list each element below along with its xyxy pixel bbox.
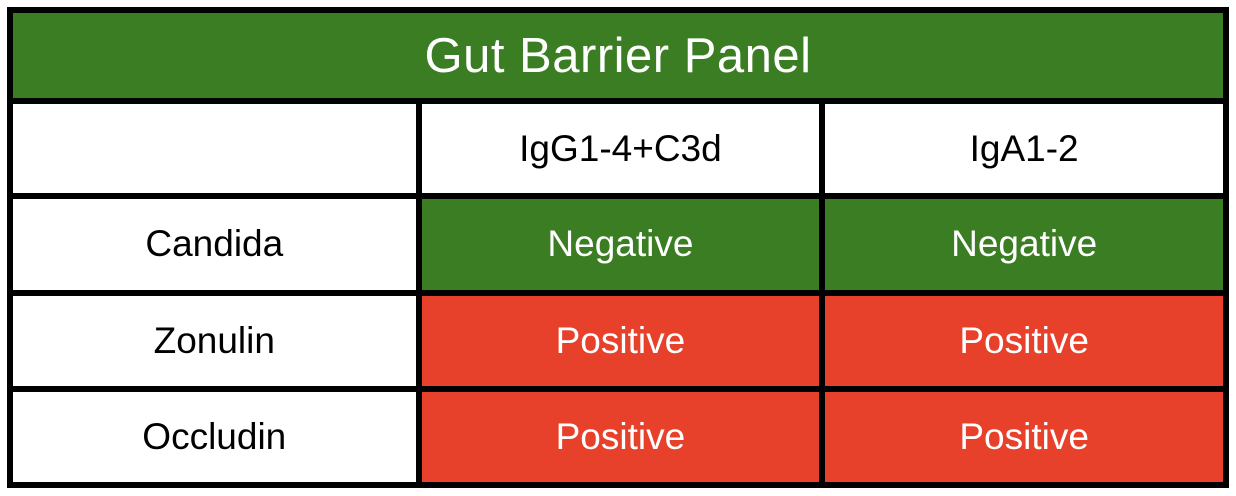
gut-barrier-panel-table: Gut Barrier Panel IgG1-4+C3d IgA1-2 Cand…: [7, 6, 1229, 489]
row-label-zonulin: Zonulin: [7, 289, 422, 392]
gut-barrier-panel: Gut Barrier Panel IgG1-4+C3d IgA1-2 Cand…: [7, 6, 1229, 489]
row-label-occludin: Occludin: [7, 385, 422, 489]
result-cell-zonulin-iga: Positive: [819, 289, 1229, 392]
title-row: Gut Barrier Panel: [7, 6, 1229, 105]
result-cell-candida-iga: Negative: [819, 193, 1229, 296]
table-row-candida: Candida Negative Negative: [7, 193, 1229, 296]
corner-blank-cell: [7, 98, 422, 200]
panel-title: Gut Barrier Panel: [7, 6, 1229, 105]
result-cell-candida-igg: Negative: [415, 193, 826, 296]
column-header-row: IgG1-4+C3d IgA1-2: [7, 98, 1229, 200]
column-header-igg: IgG1-4+C3d: [415, 98, 826, 200]
column-header-iga: IgA1-2: [819, 98, 1229, 200]
result-cell-occludin-igg: Positive: [415, 385, 826, 489]
table-row-occludin: Occludin Positive Positive: [7, 385, 1229, 489]
result-cell-zonulin-igg: Positive: [415, 289, 826, 392]
table-row-zonulin: Zonulin Positive Positive: [7, 289, 1229, 392]
result-cell-occludin-iga: Positive: [819, 385, 1229, 489]
row-label-candida: Candida: [7, 193, 422, 296]
